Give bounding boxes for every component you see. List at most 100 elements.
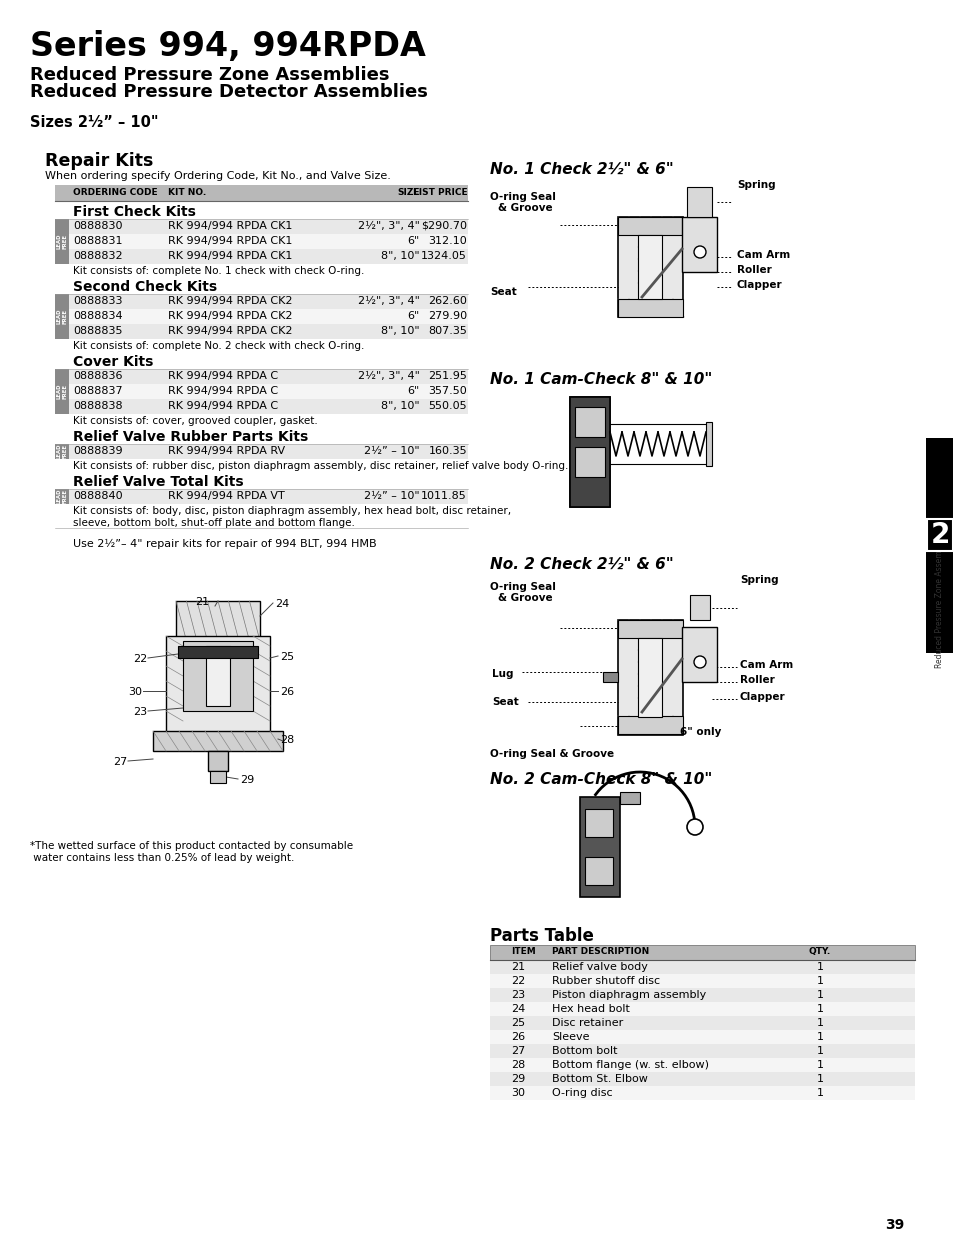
Text: Kit consists of: rubber disc, piston diaphragm assembly, disc retainer, relief v: Kit consists of: rubber disc, piston dia… (73, 461, 568, 471)
Text: 1: 1 (816, 1088, 822, 1098)
Bar (584, 809, 613, 837)
Text: 550.05: 550.05 (428, 401, 467, 411)
Bar (490, 988, 914, 1002)
Text: Kit consists of: complete No. 1 check with check O-ring.: Kit consists of: complete No. 1 check wi… (73, 266, 364, 275)
Bar (490, 1044, 914, 1058)
Text: RK 994/994 RPDA C: RK 994/994 RPDA C (168, 387, 278, 396)
Text: 8", 10": 8", 10" (381, 326, 419, 336)
Bar (55, 294, 69, 338)
Text: QTY.: QTY. (808, 947, 830, 956)
Text: Clapper: Clapper (737, 280, 781, 290)
Text: LEAD
FREE: LEAD FREE (56, 309, 68, 325)
Text: O-ring Seal: O-ring Seal (490, 582, 556, 592)
Text: Relief Valve Rubber Parts Kits: Relief Valve Rubber Parts Kits (73, 430, 308, 445)
Bar (490, 1086, 914, 1100)
Text: RK 994/994 RPDA CK2: RK 994/994 RPDA CK2 (168, 326, 293, 336)
Bar (69, 445, 468, 459)
Text: Reduced Pressure Detector Assemblies: Reduced Pressure Detector Assemblies (30, 83, 428, 101)
Text: LEAD
FREE: LEAD FREE (56, 233, 68, 249)
Text: 0888832: 0888832 (73, 251, 123, 261)
Text: Rubber shutoff disc: Rubber shutoff disc (552, 976, 659, 986)
Text: 0888833: 0888833 (73, 296, 122, 306)
Text: 0888834: 0888834 (73, 311, 123, 321)
Text: 0888835: 0888835 (73, 326, 122, 336)
Text: Series 994, 994RPDA: Series 994, 994RPDA (30, 30, 425, 63)
Text: 6": 6" (407, 387, 419, 396)
Text: 160.35: 160.35 (428, 446, 467, 456)
Text: 26: 26 (511, 1032, 524, 1042)
Circle shape (686, 819, 702, 835)
Bar (686, 186, 711, 217)
Text: SIZE: SIZE (397, 188, 419, 198)
Text: 279.90: 279.90 (428, 311, 467, 321)
Bar (579, 797, 619, 897)
Text: Repair Kits: Repair Kits (45, 152, 153, 170)
Bar (69, 309, 468, 324)
Text: Roller: Roller (737, 266, 771, 275)
Text: 1: 1 (816, 990, 822, 1000)
Text: & Groove: & Groove (497, 203, 552, 212)
Text: Use 2½”– 4" repair kits for repair of 994 BLT, 994 HMB: Use 2½”– 4" repair kits for repair of 99… (73, 538, 376, 550)
Bar (490, 945, 914, 960)
Bar (55, 369, 69, 414)
Text: 24: 24 (511, 1004, 524, 1014)
Text: 0888840: 0888840 (73, 492, 123, 501)
Text: Sizes 2½” – 10": Sizes 2½” – 10" (30, 115, 158, 130)
Bar (926, 519, 952, 551)
Bar (210, 771, 226, 783)
Text: 1: 1 (816, 1060, 822, 1070)
Bar (681, 217, 717, 272)
Text: 1: 1 (816, 962, 822, 972)
Text: RK 994/994 RPDA C: RK 994/994 RPDA C (168, 370, 278, 382)
Text: 0888831: 0888831 (73, 236, 122, 246)
Text: Bottom St. Elbow: Bottom St. Elbow (552, 1074, 647, 1084)
Text: 0888830: 0888830 (73, 221, 122, 231)
Bar (152, 731, 283, 751)
Text: 29: 29 (240, 776, 254, 785)
Circle shape (693, 656, 705, 668)
Text: 29: 29 (511, 1074, 524, 1084)
Text: 23: 23 (511, 990, 524, 1000)
Text: Disc retainer: Disc retainer (552, 1018, 622, 1028)
Text: 30: 30 (128, 687, 142, 697)
Bar (178, 646, 257, 658)
Text: Clapper: Clapper (740, 692, 785, 701)
Text: *The wetted surface of this product contacted by consumable: *The wetted surface of this product cont… (30, 841, 353, 851)
Text: Kit consists of: cover, grooved coupler, gasket.: Kit consists of: cover, grooved coupler,… (73, 416, 317, 426)
Bar (55, 489, 69, 504)
Text: O-ring Seal & Groove: O-ring Seal & Groove (490, 748, 614, 760)
Text: $290.70: $290.70 (420, 221, 467, 231)
Bar (584, 857, 613, 885)
Text: 22: 22 (132, 655, 147, 664)
Bar (55, 219, 69, 264)
Text: PART DESCRIPTION: PART DESCRIPTION (552, 947, 649, 956)
Bar (638, 235, 661, 299)
Text: Cover Kits: Cover Kits (73, 354, 153, 369)
Text: 6": 6" (407, 311, 419, 321)
Text: Cam Arm: Cam Arm (737, 249, 789, 261)
Text: 27: 27 (112, 757, 127, 767)
Text: No. 1 Cam-Check 8" & 10": No. 1 Cam-Check 8" & 10" (490, 372, 712, 387)
Text: RK 994/994 RPDA CK1: RK 994/994 RPDA CK1 (168, 236, 292, 246)
Bar (618, 620, 682, 735)
Bar (69, 369, 468, 384)
Bar (183, 641, 253, 711)
Bar (490, 974, 914, 988)
Text: No. 2 Check 2½" & 6": No. 2 Check 2½" & 6" (490, 557, 673, 572)
Text: Bottom bolt: Bottom bolt (552, 1046, 617, 1056)
Bar (619, 792, 639, 804)
Text: 30: 30 (511, 1088, 524, 1098)
Text: RK 994/994 RPDA C: RK 994/994 RPDA C (168, 401, 278, 411)
Text: 28: 28 (280, 735, 294, 745)
Text: LEAD
FREE: LEAD FREE (56, 489, 68, 504)
Text: 312.10: 312.10 (428, 236, 467, 246)
Bar (69, 399, 468, 414)
Text: No. 1 Check 2½" & 6": No. 1 Check 2½" & 6" (490, 162, 673, 177)
Text: RK 994/994 RPDA CK1: RK 994/994 RPDA CK1 (168, 221, 292, 231)
Text: 2½", 3", 4": 2½", 3", 4" (357, 296, 419, 306)
Text: No. 2 Cam-Check 8" & 10": No. 2 Cam-Check 8" & 10" (490, 772, 712, 787)
Bar (490, 960, 914, 974)
Text: 1324.05: 1324.05 (420, 251, 467, 261)
Text: 251.95: 251.95 (428, 370, 467, 382)
Text: O-ring Seal: O-ring Seal (490, 191, 556, 203)
